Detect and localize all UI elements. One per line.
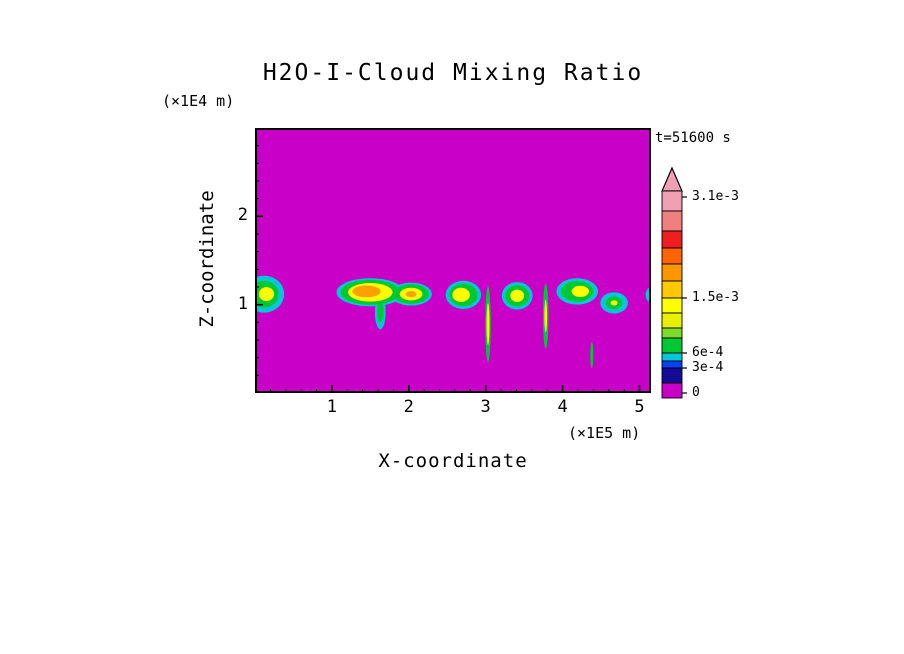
- cloud-contour: [590, 341, 594, 369]
- colorbar-label-3: 3e-4: [692, 360, 724, 375]
- time-annotation: t=51600 s: [655, 130, 731, 146]
- colorbar-segment: [661, 230, 683, 249]
- x-tick-label-2: 2: [403, 397, 414, 417]
- plot-title: H2O-I-Cloud Mixing Ratio: [262, 60, 644, 86]
- colorbar-segment: [661, 280, 683, 299]
- x-tick-label-4: 4: [557, 397, 568, 417]
- x-tick-labels: 1 2 3 4 5: [255, 397, 651, 419]
- colorbar-segment: [661, 367, 683, 384]
- x-axis-label: X-coordinate: [378, 450, 528, 472]
- colorbar-segment: [661, 263, 683, 282]
- colorbar-segment: [661, 327, 683, 339]
- cloud-contour: [510, 289, 525, 302]
- colorbar-label-1: 1.5e-3: [692, 290, 739, 305]
- colorbar-label-2: 6e-4: [692, 345, 724, 360]
- colorbar-labels: 3.1e-3 1.5e-3 6e-4 3e-4 0: [692, 166, 762, 406]
- cloud-contour: [452, 287, 470, 302]
- z-axis-label: Z-coordinate: [196, 190, 218, 328]
- colorbar-canvas: [661, 166, 687, 399]
- heatmap-canvas: [255, 128, 651, 393]
- cloud-contour: [610, 300, 618, 306]
- cloud-contour: [544, 299, 547, 333]
- z-axis-unit-label: (×1E4 m): [162, 92, 235, 110]
- x-axis-unit-label: (×1E5 m): [568, 424, 641, 442]
- colorbar: [659, 166, 689, 402]
- colorbar-segment: [661, 312, 683, 329]
- z-tick-label-1: 1: [237, 293, 248, 314]
- colorbar-segment: [661, 352, 683, 362]
- field-background: [255, 128, 651, 393]
- colorbar-segment: [661, 382, 683, 399]
- z-tick-label-2: 2: [237, 205, 248, 226]
- x-tick-label-5: 5: [634, 397, 645, 417]
- x-tick-label-1: 1: [326, 397, 338, 417]
- colorbar-label-4: 0: [692, 385, 700, 400]
- cloud-contour: [352, 285, 381, 298]
- plot-frame: [255, 128, 651, 393]
- cloud-contour: [258, 287, 275, 302]
- cloud-contour: [571, 285, 589, 297]
- plot-area: [255, 128, 651, 393]
- cloud-contour: [377, 301, 384, 323]
- colorbar-segment: [661, 297, 683, 314]
- cloud-contour: [486, 303, 490, 345]
- colorbar-label-0: 3.1e-3: [692, 189, 739, 204]
- cloud-contour: [405, 291, 417, 298]
- colorbar-segment: [661, 337, 683, 354]
- colorbar-segment: [661, 360, 683, 369]
- x-tick-label-3: 3: [480, 397, 491, 417]
- colorbar-segment: [661, 247, 683, 265]
- colorbar-segment: [661, 210, 683, 232]
- colorbar-segment: [661, 190, 683, 212]
- colorbar-arrow: [661, 166, 683, 192]
